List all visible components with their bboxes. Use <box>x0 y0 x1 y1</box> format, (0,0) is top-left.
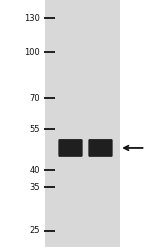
FancyBboxPatch shape <box>58 139 83 157</box>
Text: 100: 100 <box>24 48 40 57</box>
Text: 55: 55 <box>29 124 40 134</box>
Bar <box>45 0 120 247</box>
FancyBboxPatch shape <box>88 139 113 157</box>
Text: 35: 35 <box>29 183 40 192</box>
Text: 40: 40 <box>29 165 40 175</box>
Text: 130: 130 <box>24 14 40 23</box>
Text: 25: 25 <box>29 226 40 235</box>
Text: 70: 70 <box>29 94 40 103</box>
